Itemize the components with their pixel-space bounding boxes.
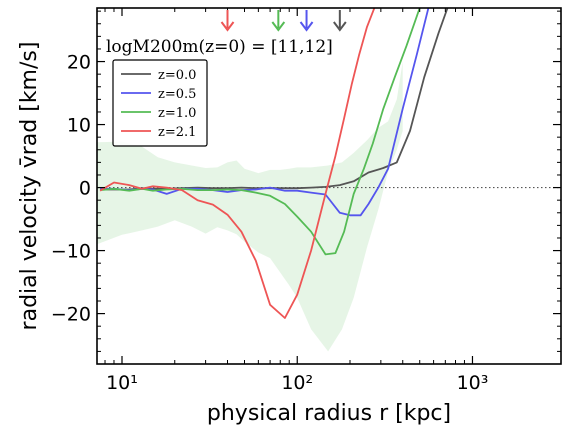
- legend-entry-z-1-0: z=1.0: [121, 106, 196, 121]
- axis-ticks: 10¹ 10² 10³ −20 −10 0 10 20: [51, 8, 561, 394]
- spread-band: [97, 61, 403, 352]
- x-tick-label: 10³: [457, 372, 489, 394]
- legend-label: z=2.1: [158, 125, 196, 140]
- arrow-markers: [220, 10, 347, 32]
- legend: logM200m(z=0) = [11,12] z=0.0 z=0.5 z=1.0 z=…: [106, 37, 333, 147]
- y-tick-label: 20: [67, 52, 91, 74]
- y-tick-label: 10: [67, 115, 91, 137]
- arrow-head: [333, 21, 347, 32]
- arrow-marker-z-1-0: [271, 10, 286, 32]
- arrow-head: [299, 21, 314, 32]
- y-tick-label: 0: [79, 178, 91, 200]
- plot-border: [96, 7, 562, 365]
- x-tick-label: 10²: [281, 372, 313, 394]
- legend-box: [112, 59, 208, 147]
- arrow-marker-z-0-0: [333, 10, 347, 32]
- legend-title: logM200m(z=0) = [11,12]: [106, 37, 333, 57]
- axis-labels: physical radius r [kpc] radial velocity v…: [17, 42, 451, 426]
- legend-label: z=0.0: [158, 68, 196, 83]
- arrow-marker-z-0-5: [299, 10, 314, 32]
- legend-entry-z-0-5: z=0.5: [121, 87, 196, 102]
- legend-entry-z-2-1: z=2.1: [121, 125, 196, 140]
- series-line-z-1-0: [100, 8, 421, 256]
- series-line-z-0-0: [100, 8, 449, 191]
- series-lines: [99, 8, 449, 319]
- x-tick-label: 10¹: [106, 372, 138, 394]
- legend-entry-z-0-0: z=0.0: [121, 68, 196, 83]
- y-tick-label: −10: [51, 241, 91, 263]
- y-tick-label: −20: [51, 304, 91, 326]
- legend-label: z=0.5: [158, 87, 196, 102]
- legend-label: z=1.0: [158, 106, 196, 121]
- x-axis-label: physical radius r [kpc]: [207, 401, 451, 426]
- series-line-z-2-1: [99, 8, 376, 319]
- arrow-marker-z-2-1: [220, 10, 235, 32]
- arrow-head: [220, 21, 235, 32]
- y-axis-label: radial velocity v̄rad [km/s]: [17, 42, 42, 331]
- plot-frame: [96, 7, 562, 365]
- arrow-head: [271, 21, 286, 32]
- spread-band-area: [97, 61, 403, 352]
